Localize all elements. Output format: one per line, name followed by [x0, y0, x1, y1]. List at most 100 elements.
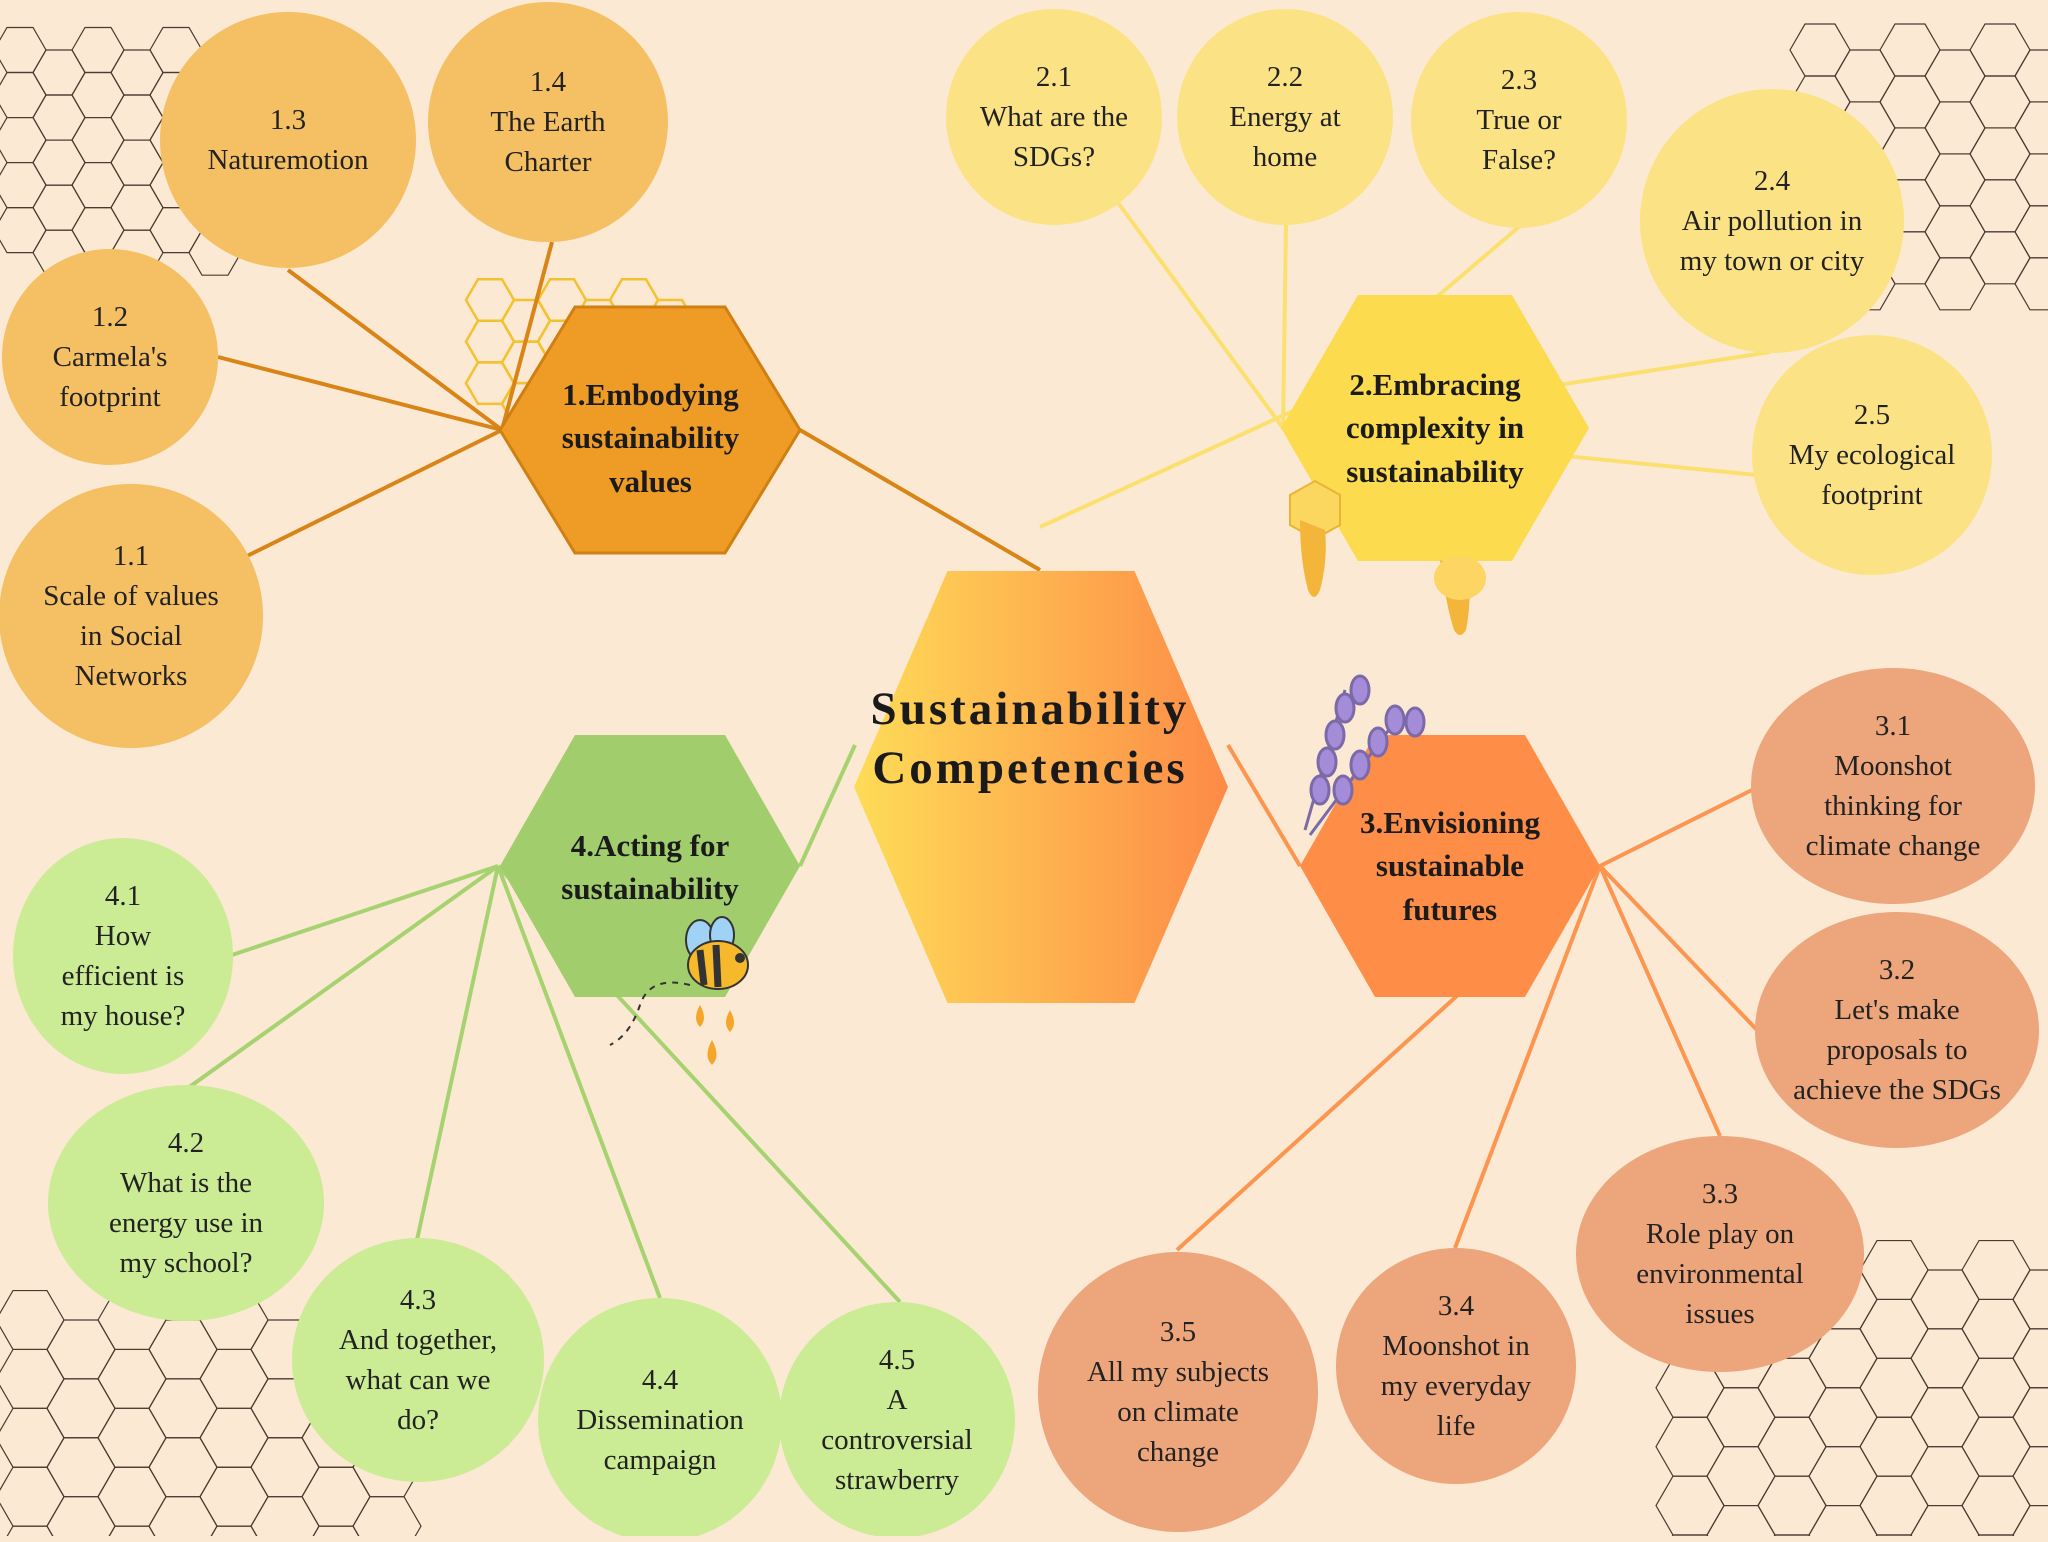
- topic-number: 2.2: [1266, 60, 1304, 93]
- topic-label-line: my school?: [119, 1247, 253, 1280]
- honeycomb-cell: [2012, 1387, 2048, 1448]
- topic-label-line: do?: [397, 1404, 439, 1437]
- honeycomb-cell: [250, 1496, 320, 1536]
- topic-label-line: strawberry: [834, 1464, 959, 1497]
- honeycomb-cell: [1961, 1357, 2031, 1418]
- competency-1-title-line: values: [609, 463, 692, 499]
- honeycomb-cell: [6, 1525, 54, 1536]
- topic-4.3: 4.3 And together, what can we do?: [292, 1238, 544, 1482]
- competency-4-title-line: sustainability: [561, 871, 739, 906]
- honeycomb-cell: [71, 26, 125, 74]
- honeycomb-cell: [1789, 23, 1851, 77]
- topic-label-line: energy use in: [108, 1207, 264, 1239]
- honeycomb-cell: [1655, 1475, 1725, 1536]
- topic-label-line: in Social: [79, 620, 183, 652]
- honeycomb-cell: [1961, 1298, 2031, 1359]
- topic-label-line: Role play on: [1645, 1217, 1795, 1250]
- honeycomb-cell: [1910, 1328, 1980, 1389]
- topic-label-line: What are the: [979, 100, 1129, 133]
- topic-number: 4.5: [878, 1343, 916, 1376]
- honeycomb-cell: [1808, 1387, 1878, 1448]
- honeycomb-cell: [199, 1348, 269, 1409]
- honeycomb-cell: [199, 1466, 269, 1527]
- honeycomb-cell: [1969, 75, 2031, 129]
- honeycomb-cell: [1655, 1416, 1725, 1477]
- topic-3.4-circle: [1336, 1248, 1576, 1484]
- topic-4.5-circle: [779, 1302, 1015, 1536]
- honeycomb-cell: [97, 1407, 167, 1468]
- honeycomb-cell: [1875, 1534, 1913, 1536]
- honeycomb-cell: [1924, 49, 1986, 103]
- topic-1.3: 1.3 Naturemotion: [160, 12, 416, 268]
- honeycomb-cell: [1671, 1534, 1709, 1536]
- connector-3.4: [1453, 865, 1602, 1249]
- honeycomb-cell: [0, 71, 47, 119]
- connector-3.1: [1599, 788, 1753, 868]
- topic-1.2: 1.2 Carmela's footprint: [2, 249, 218, 465]
- honeycomb-cell: [1706, 1504, 1776, 1536]
- topic-label-line: footprint: [59, 381, 161, 413]
- topic-label-line: Moonshot: [1834, 749, 1952, 782]
- connector-3.3: [1598, 865, 1722, 1137]
- connector-2.1: [1114, 198, 1285, 430]
- topic-label-line: Let's make: [1834, 993, 1960, 1026]
- connector-1.2: [217, 355, 503, 432]
- honeycomb-cell: [0, 116, 47, 164]
- competency-4-title-line: 4.Acting for: [570, 827, 730, 863]
- topic-label-line: environmental: [1636, 1258, 1804, 1290]
- honeycomb-cell: [1757, 1416, 1827, 1477]
- connector-4.3: [415, 865, 500, 1241]
- competency-3-title-line: sustainable: [1375, 848, 1525, 884]
- topic-label-line: SDGs?: [1012, 141, 1096, 173]
- honeycomb-cell: [2014, 101, 2048, 155]
- topic-number: 3.1: [1874, 709, 1912, 742]
- honeycomb-cell: [1910, 1269, 1980, 1330]
- topic-3.2: 3.2 Let's make proposals to achieve the SDG…: [1755, 912, 2039, 1148]
- honeycomb-cell: [0, 1466, 65, 1527]
- trunk-connector-3: [1226, 743, 1302, 868]
- topic-1.4: 1.4 The Earth Charter: [428, 2, 668, 242]
- topic-label-line: my house?: [60, 1000, 186, 1033]
- topic-2.4-circle: [1640, 89, 1904, 353]
- honeycomb-cell: [0, 207, 47, 254]
- honeycomb-cell: [0, 1407, 65, 1468]
- topic-label-line: thinking for: [1824, 790, 1962, 822]
- topic-label-line: life: [1436, 1410, 1476, 1443]
- topic-3.1: 3.1 Moonshot thinking for climate change: [1751, 668, 2035, 904]
- topic-2.5-circle: [1752, 335, 1992, 575]
- center-title-line1: Sustainability: [870, 683, 1190, 735]
- trunk-connector-4: [798, 744, 857, 867]
- topic-2.1-circle: [946, 9, 1162, 225]
- topic-label-line: Charter: [504, 146, 592, 178]
- topic-4.2-circle: [48, 1085, 324, 1321]
- topic-label-line: And together,: [338, 1323, 498, 1356]
- topic-number: 4.4: [641, 1363, 679, 1396]
- honeycomb-cell: [32, 139, 86, 186]
- topic-label-line: All my subjects: [1086, 1355, 1270, 1388]
- topic-number: 2.5: [1853, 398, 1891, 431]
- topic-3.4: 3.4 Moonshot in my everyday life: [1336, 1248, 1576, 1484]
- topic-2.4: 2.4 Air pollution in my town or city: [1640, 89, 1904, 353]
- lavender-icon: [1303, 674, 1426, 836]
- topic-label-line: footprint: [1821, 479, 1923, 511]
- connector-4.4: [496, 865, 662, 1299]
- honeycomb-cell: [108, 1525, 156, 1536]
- topic-2.2: 2.2 Energy at home: [1177, 9, 1393, 225]
- topic-4.2: 4.2 What is the energy use in my school?: [48, 1085, 324, 1321]
- honeycomb-cell: [71, 207, 125, 254]
- topic-label-line: controversial: [821, 1424, 973, 1456]
- honeycomb-cell: [97, 1348, 167, 1409]
- honeycomb-cell: [148, 1378, 218, 1439]
- competency-2-title: 2.Embracing complexity in sustainability: [1280, 358, 1590, 498]
- competency-1-title: 1.Embodying sustainability values: [498, 368, 803, 508]
- honeycomb-cell: [97, 1466, 167, 1527]
- honeycomb-cell: [1706, 1387, 1776, 1448]
- topic-number: 1.4: [529, 65, 567, 98]
- topic-number: 4.1: [104, 879, 142, 912]
- honeycomb-cell: [2012, 1328, 2048, 1389]
- topic-label-line: issues: [1685, 1298, 1755, 1331]
- honeycomb-cell: [1808, 1446, 1878, 1507]
- topic-label-line: campaign: [603, 1444, 717, 1476]
- competency-3-title-line: 3.Envisioning: [1359, 804, 1541, 840]
- center-hexagon: [854, 571, 1228, 1003]
